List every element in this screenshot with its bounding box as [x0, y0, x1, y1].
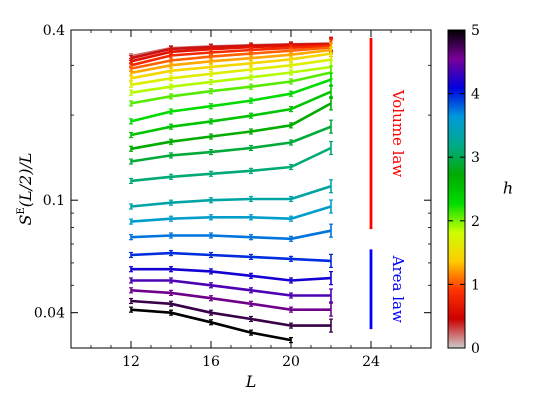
series-line-8	[130, 65, 332, 94]
series-22	[129, 297, 333, 333]
colorbar-tick-label-5: 5	[471, 23, 480, 39]
colorbar: h 0 1 2 3 4 5	[447, 23, 513, 357]
series-line-10	[130, 78, 332, 123]
series-16	[129, 199, 333, 225]
series-line-5	[130, 48, 332, 75]
series-14	[129, 140, 333, 185]
colorbar-tick-label-4: 4	[471, 87, 480, 103]
y-axis-label: SE(L/2)/L	[16, 153, 35, 226]
series-20	[129, 277, 333, 303]
series-line-7	[130, 58, 332, 87]
series-11	[129, 84, 333, 139]
series-9	[129, 65, 333, 107]
series-line-9	[130, 71, 332, 105]
colorbar-tick-label-1: 1	[471, 277, 480, 293]
annotation-label-1: Area law	[389, 255, 407, 323]
series-13	[129, 119, 333, 165]
series-line-21	[130, 289, 331, 312]
series-line-6	[130, 52, 332, 80]
series-17	[129, 223, 333, 242]
annotation-label-0: Volume law	[389, 89, 407, 178]
series-line-15	[130, 185, 332, 208]
series-line-14	[130, 146, 332, 183]
colorbar-gradient	[447, 29, 466, 349]
y-tick-label-0: 0.04	[34, 306, 65, 322]
series-12	[129, 96, 333, 152]
annotation-layer: Volume law Area law	[369, 37, 407, 330]
series-line-19	[131, 267, 332, 282]
x-tick-label-2: 20	[282, 354, 300, 370]
series-23	[129, 306, 293, 344]
x-tick-label-3: 24	[362, 354, 380, 370]
x-tick-label-1: 16	[202, 354, 220, 370]
series-line-18	[130, 251, 332, 263]
colorbar-tick-label-3: 3	[471, 150, 480, 166]
y-tick-label-2: 0.4	[43, 23, 65, 39]
series-19	[129, 266, 333, 286]
series-line-22	[130, 299, 331, 327]
series-15	[129, 179, 333, 210]
series-line-20	[131, 279, 331, 297]
series-line-16	[130, 205, 332, 223]
colorbar-tick-label-0: 0	[471, 341, 480, 357]
series-line-17	[130, 229, 332, 241]
series-layer	[129, 36, 333, 344]
series-line-2	[130, 43, 332, 63]
x-axis-label: L	[245, 372, 257, 391]
colorbar-tick-label-2: 2	[471, 214, 480, 230]
series-line-12	[130, 102, 332, 151]
x-tick-label-0: 12	[122, 354, 140, 370]
series-21	[129, 287, 333, 317]
series-line-13	[130, 125, 332, 163]
series-line-4	[130, 46, 332, 70]
axis-layer: 12 16 20 24 0.04 0.1 0.4	[34, 23, 431, 370]
series-line-3	[130, 44, 332, 67]
series-3	[129, 38, 333, 69]
series-18	[129, 249, 333, 268]
series-line-11	[130, 90, 332, 137]
colorbar-label: h	[503, 179, 513, 198]
series-10	[129, 72, 333, 125]
series-7	[129, 52, 333, 88]
y-tick-label-1: 0.1	[43, 193, 65, 209]
